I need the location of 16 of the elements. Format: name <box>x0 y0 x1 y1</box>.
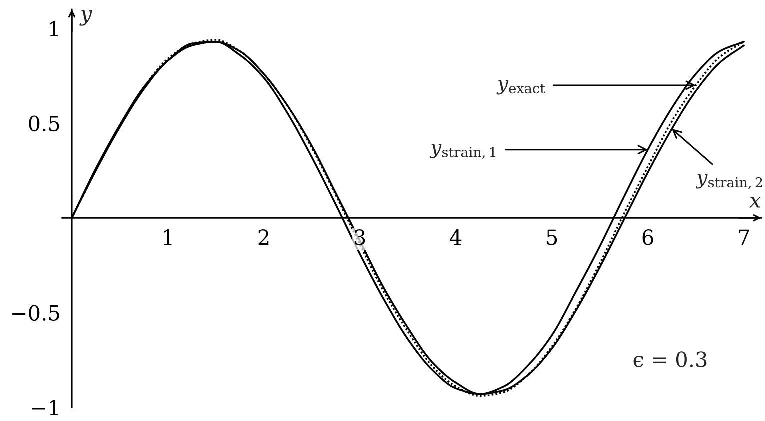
annotation: y$_{strain,1}$ <box>430 144 496 160</box>
y-tick-label: −1 <box>32 400 58 416</box>
y-tick-label: 1 <box>50 21 58 37</box>
x-tick-label: 6 <box>642 230 654 246</box>
y-tick-label: 0.5 <box>29 116 60 132</box>
y-tick-label: −0.5 <box>12 305 60 322</box>
x-tick-label: 1 <box>164 230 172 246</box>
x-tick-label: 2 <box>258 230 269 246</box>
x-tick-label: 4 <box>450 230 462 246</box>
annotation: ϵ = 0.3 <box>634 352 707 368</box>
annotation: y$_{strain,2}$ <box>696 174 762 190</box>
annotation: y$_{exact}$ <box>496 80 546 95</box>
y-axis-title: y <box>80 10 92 26</box>
x-axis-title: x <box>750 196 762 208</box>
x-tick-label: 5 <box>547 230 558 246</box>
x-tick-label: 7 <box>739 230 750 246</box>
